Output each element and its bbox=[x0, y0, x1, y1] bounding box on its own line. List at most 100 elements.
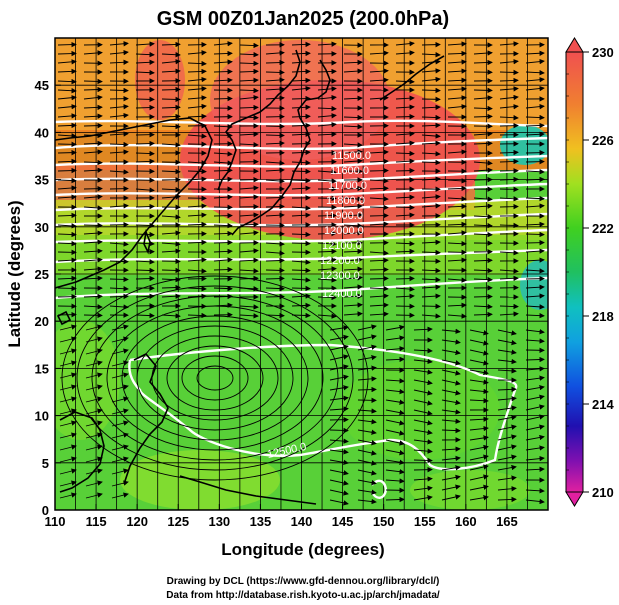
wind-arrow bbox=[469, 359, 489, 366]
wind-arrow bbox=[473, 222, 493, 229]
wind-arrow bbox=[85, 396, 103, 403]
wind-arrow bbox=[265, 178, 285, 184]
wind-arrow bbox=[369, 158, 389, 165]
wind-arrow bbox=[343, 212, 363, 218]
wind-arrow bbox=[161, 241, 181, 247]
contour-line bbox=[55, 168, 548, 183]
wind-arrow bbox=[469, 369, 489, 376]
wind-arrow bbox=[441, 446, 461, 452]
wind-arrow bbox=[161, 41, 181, 48]
wind-arrow bbox=[329, 459, 349, 466]
contour-label: 12200.0 bbox=[320, 255, 360, 267]
wind-arrow bbox=[85, 408, 103, 415]
wind-arrow bbox=[497, 329, 517, 336]
wind-arrow bbox=[239, 51, 259, 58]
wind-arrow bbox=[499, 176, 519, 183]
wind-arrow bbox=[343, 311, 363, 317]
wind-arrow bbox=[447, 313, 467, 319]
wind-arrow bbox=[369, 212, 389, 219]
wind-arrow bbox=[109, 293, 129, 300]
wind-arrow bbox=[357, 439, 377, 446]
wind-arrow bbox=[395, 131, 415, 137]
wind-arrow bbox=[369, 204, 389, 211]
wind-arrow bbox=[187, 168, 207, 175]
wind-arrow bbox=[265, 212, 285, 218]
wind-arrow bbox=[385, 468, 405, 475]
wind-arrow bbox=[447, 212, 467, 219]
wind-arrow bbox=[413, 348, 433, 354]
wind-arrow bbox=[497, 358, 517, 365]
wind-arrow bbox=[291, 85, 311, 92]
wind-arrow bbox=[317, 94, 337, 101]
wind-arrow bbox=[357, 365, 377, 371]
wind-arrow bbox=[83, 122, 103, 129]
wind-arrow bbox=[525, 50, 545, 56]
wind-arrow bbox=[395, 204, 415, 211]
wind-arrow bbox=[497, 444, 517, 451]
wind-arrow bbox=[135, 267, 155, 274]
wind-arrow bbox=[421, 203, 441, 209]
wind-arrow bbox=[395, 78, 415, 85]
wind-arrow bbox=[525, 375, 545, 381]
wind-arrow bbox=[525, 498, 545, 505]
wind-arrow bbox=[109, 169, 129, 175]
wind-arrow bbox=[111, 360, 129, 367]
wind-arrow bbox=[525, 169, 545, 175]
wind-arrow bbox=[59, 456, 77, 463]
wind-arrow bbox=[291, 212, 311, 218]
y-tick-label: 5 bbox=[42, 456, 49, 471]
x-tick-label: 165 bbox=[496, 514, 518, 529]
wind-arrow bbox=[497, 414, 517, 421]
wind-arrow bbox=[497, 434, 517, 441]
wind-arrow bbox=[85, 444, 103, 451]
wind-arrow bbox=[499, 86, 519, 92]
wind-arrow bbox=[265, 69, 285, 76]
wind-arrow bbox=[57, 158, 77, 165]
wind-arrow bbox=[395, 158, 415, 164]
wind-arrow bbox=[135, 59, 155, 65]
wind-arrow bbox=[57, 212, 77, 219]
wind-arrow bbox=[329, 427, 349, 434]
wind-arrow bbox=[447, 240, 467, 247]
wind-arrow bbox=[291, 95, 311, 102]
wind-arrow bbox=[187, 76, 207, 83]
wind-arrow bbox=[413, 409, 433, 416]
wind-arrow bbox=[265, 285, 285, 292]
wind-arrow bbox=[385, 324, 405, 331]
contour-label: 12100.0 bbox=[322, 240, 362, 252]
wind-arrow bbox=[473, 267, 493, 274]
wind-arrow bbox=[473, 257, 493, 264]
wind-arrow bbox=[111, 384, 129, 391]
wind-arrow bbox=[385, 335, 405, 341]
wind-arrow bbox=[441, 418, 461, 424]
wind-arrow bbox=[239, 104, 259, 111]
wind-arrow bbox=[469, 416, 489, 422]
wind-arrow bbox=[187, 86, 207, 92]
y-tick-label: 0 bbox=[42, 503, 49, 518]
wind-arrow bbox=[329, 374, 349, 381]
wind-arrow bbox=[57, 149, 77, 156]
wind-arrow bbox=[161, 230, 181, 236]
wind-arrow bbox=[329, 354, 349, 361]
wind-arrow bbox=[59, 396, 77, 403]
wind-arrow bbox=[447, 221, 467, 228]
wind-arrow bbox=[369, 250, 389, 256]
wind-arrow bbox=[85, 492, 103, 499]
wind-arrow bbox=[57, 122, 77, 129]
wind-arrow bbox=[357, 469, 377, 476]
wind-arrow bbox=[525, 122, 545, 129]
wind-arrow bbox=[421, 293, 441, 299]
wind-arrow bbox=[83, 78, 103, 85]
wind-arrow bbox=[317, 41, 337, 47]
wind-arrow bbox=[109, 59, 129, 65]
y-tick-label: 20 bbox=[35, 314, 49, 329]
wind-arrow bbox=[57, 59, 77, 65]
wind-arrow bbox=[499, 149, 519, 156]
wind-arrow bbox=[291, 240, 311, 247]
wind-arrow bbox=[357, 354, 377, 361]
wind-arrow bbox=[57, 88, 77, 94]
wind-arrow bbox=[85, 432, 103, 439]
wind-arrow bbox=[499, 268, 519, 274]
wind-arrow bbox=[525, 103, 545, 110]
wind-arrow bbox=[329, 438, 349, 444]
